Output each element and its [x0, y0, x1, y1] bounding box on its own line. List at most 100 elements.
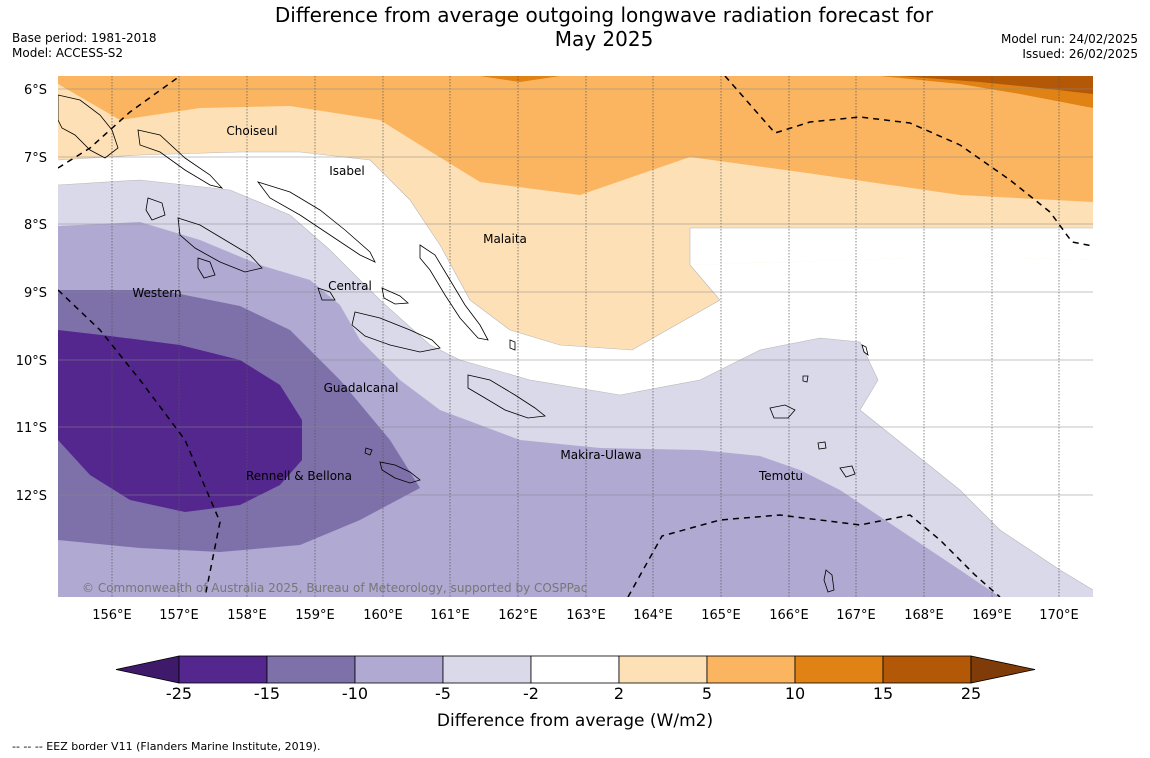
colorbar-tick-label: 2 — [614, 684, 624, 703]
lon-label: 168°E — [904, 608, 944, 623]
colorbar-segment — [266, 655, 356, 684]
island-new-georgia — [177, 217, 263, 273]
colorbar-extend-high — [970, 655, 1036, 684]
colorbar-tick-label: 10 — [785, 684, 805, 703]
parallel-gridlines — [58, 88, 1093, 496]
island-bellona — [364, 447, 373, 456]
lon-label: 159°E — [295, 608, 335, 623]
island-utupua — [817, 441, 827, 450]
lat-label: 10°S — [16, 354, 47, 369]
island-guadalcanal — [351, 311, 441, 353]
lon-label: 166°E — [769, 608, 809, 623]
fill-5-10 — [58, 76, 1093, 202]
colorbar-segment — [530, 655, 620, 684]
colorbar-segment — [706, 655, 796, 684]
fill-minus-15-25 — [58, 330, 302, 512]
island-tikopia — [823, 569, 835, 593]
lon-label: 164°E — [633, 608, 673, 623]
fill-15-25 — [900, 76, 1093, 94]
island-rennell — [379, 461, 421, 484]
lon-label: 162°E — [498, 608, 538, 623]
island-duff — [861, 344, 869, 356]
colorbar-tick-label: -15 — [254, 684, 280, 703]
lat-label: 6°S — [24, 83, 47, 98]
colorbar-tick-label: -2 — [523, 684, 539, 703]
label-rennell-bellona: Rennell & Bellona — [246, 469, 352, 483]
lon-label: 160°E — [363, 608, 403, 623]
title-line-2: May 2025 — [554, 27, 654, 51]
island-bougainville — [58, 94, 119, 159]
island-ulawa — [509, 339, 516, 351]
fill-neutral — [690, 228, 1093, 265]
colorbar-segment — [794, 655, 884, 684]
lat-label: 8°S — [24, 218, 47, 233]
model-name: Model: ACCESS-S2 — [12, 46, 124, 60]
colorbar-segments — [115, 655, 1036, 684]
lon-label: 170°E — [1039, 608, 1079, 623]
colorbar-segment — [882, 655, 972, 684]
lat-label: 7°S — [24, 151, 47, 166]
colorbar: -25 -15 -10 -5 -2 2 5 10 15 25 Difference from av… — [115, 655, 1036, 731]
colorbar-tick-label: -5 — [435, 684, 451, 703]
lon-label: 167°E — [836, 608, 876, 623]
label-central: Central — [328, 279, 372, 293]
model-run: Model run: 24/02/2025 — [1000, 32, 1138, 46]
contour-fills — [58, 76, 1093, 597]
eez-legend-note: -- -- -- EEZ border V11 (Flanders Marine… — [12, 740, 321, 753]
lon-label: 169°E — [972, 608, 1012, 623]
eez-borders — [58, 76, 1093, 597]
island-ranongga — [197, 257, 216, 279]
label-malaita: Malaita — [483, 232, 527, 246]
label-choiseul: Choiseul — [226, 124, 277, 138]
lon-label: 156°E — [92, 608, 132, 623]
lon-label: 161°E — [430, 608, 470, 623]
island-choiseul — [137, 129, 224, 189]
island-russell — [317, 287, 336, 301]
colorbar-tick-label: 5 — [702, 684, 712, 703]
lon-label: 165°E — [701, 608, 741, 623]
colorbar-label: Difference from average (W/m2) — [437, 711, 713, 731]
colorbar-ticks: -25 -15 -10 -5 -2 2 5 10 15 25 — [166, 684, 981, 703]
contour-edges — [58, 151, 1093, 591]
colorbar-tick-label: 15 — [873, 684, 893, 703]
longitude-labels: 156°E 157°E 158°E 159°E 160°E 161°E 162°… — [92, 608, 1079, 623]
title-line-1: Difference from average outgoing longwav… — [274, 3, 934, 27]
lon-label: 158°E — [227, 608, 267, 623]
island-santa-cruz — [769, 404, 796, 419]
island-reef — [802, 375, 809, 383]
colorbar-extend-low — [115, 655, 180, 684]
colorbar-segment — [442, 655, 532, 684]
label-makira-ulawa: Makira-Ulawa — [560, 448, 641, 462]
island-vanikoro — [839, 465, 856, 478]
lat-label: 12°S — [16, 489, 47, 504]
meta-left: Base period: 1981-2018 Model: ACCESS-S2 — [12, 31, 157, 61]
island-makira — [467, 374, 546, 419]
region-labels: Choiseul Isabel Malaita Western Central … — [132, 124, 803, 483]
coastlines — [58, 94, 869, 593]
colorbar-tick-label: -10 — [342, 684, 368, 703]
issued-date: Issued: 26/02/2025 — [1022, 47, 1138, 61]
label-isabel: Isabel — [329, 164, 364, 178]
colorbar-segment — [178, 655, 268, 684]
island-malaita — [419, 244, 489, 341]
colorbar-segment — [618, 655, 708, 684]
colorbar-tick-label: -25 — [166, 684, 192, 703]
latitude-labels: 6°S 7°S 8°S 9°S 10°S 11°S 12°S — [16, 83, 47, 504]
colorbar-tick-label: 25 — [961, 684, 981, 703]
lon-label: 157°E — [159, 608, 199, 623]
island-florida — [381, 287, 409, 305]
label-temotu: Temotu — [758, 469, 803, 483]
label-guadalcanal: Guadalcanal — [324, 381, 399, 395]
lat-label: 11°S — [16, 421, 47, 436]
lon-label: 163°E — [566, 608, 606, 623]
chart-title: Difference from average outgoing longwav… — [0, 3, 1150, 51]
label-western: Western — [132, 286, 181, 300]
lat-label: 9°S — [24, 286, 47, 301]
base-period: Base period: 1981-2018 — [12, 31, 157, 45]
copyright-text: © Commonwealth of Australia 2025, Bureau… — [82, 581, 587, 595]
meta-right: Model run: 24/02/2025 Issued: 26/02/2025 — [1001, 32, 1138, 62]
island-isabel — [256, 181, 376, 263]
colorbar-segment — [354, 655, 444, 684]
island-vella — [145, 197, 166, 221]
